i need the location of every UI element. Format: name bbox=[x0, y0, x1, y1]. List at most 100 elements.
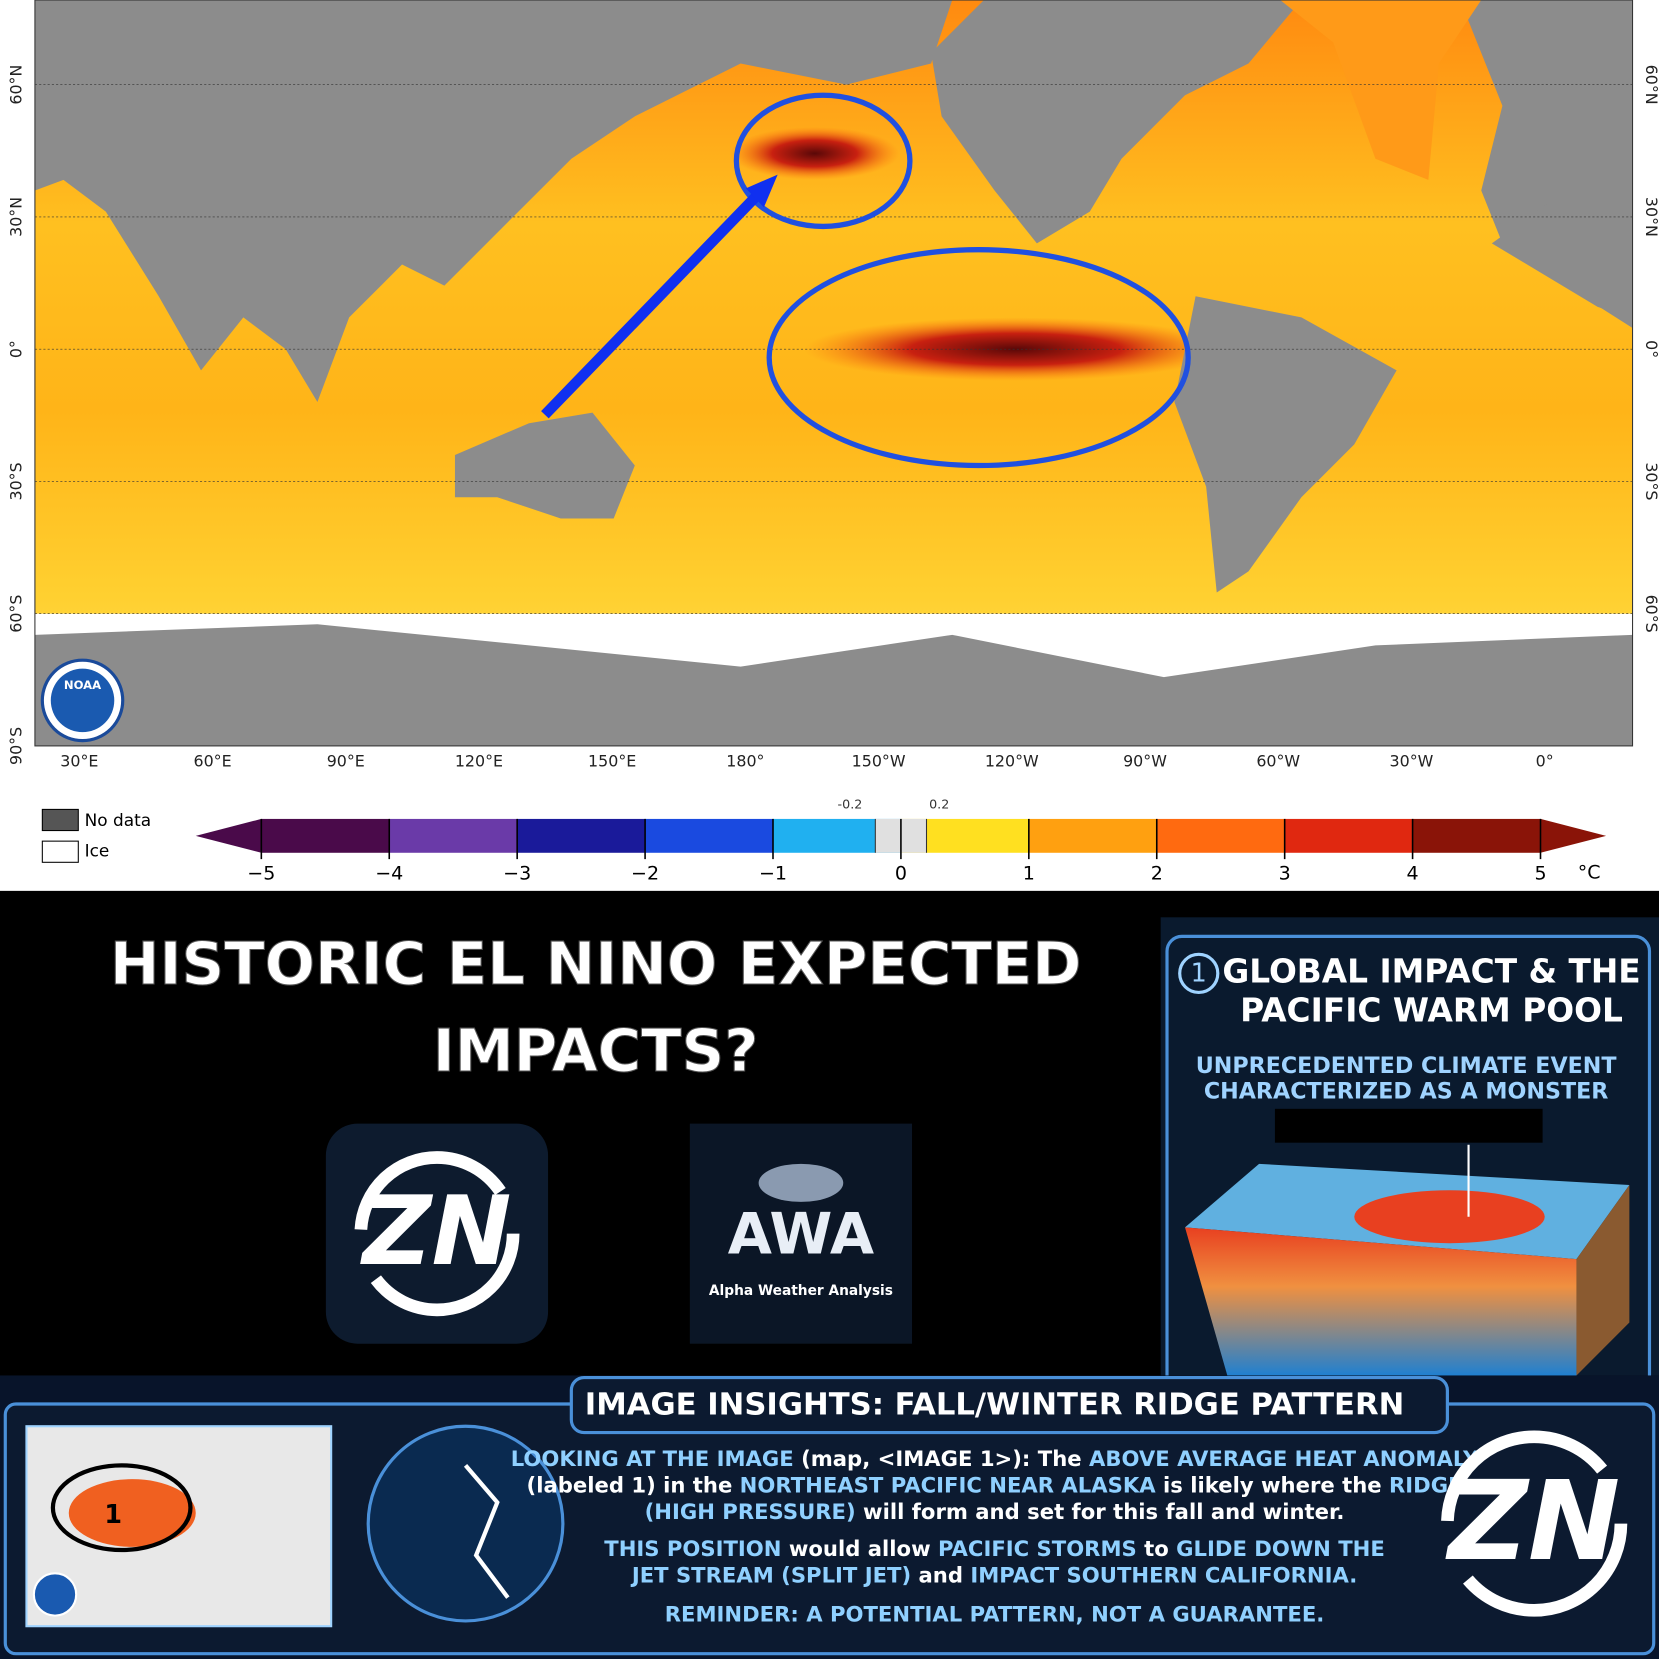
headline: IMPACTS? bbox=[433, 1016, 759, 1085]
colorbar-extend bbox=[195, 818, 262, 853]
lon-label: 180° bbox=[726, 751, 764, 770]
panel-subtitle: CHARACTERIZED AS A MONSTER bbox=[1204, 1078, 1609, 1104]
colorbar-tick-label: 2 bbox=[1151, 862, 1163, 884]
insight-segment: (HIGH PRESSURE) bbox=[645, 1499, 856, 1524]
redaction bbox=[1274, 1108, 1543, 1143]
lat-label: 30°N bbox=[1642, 197, 1659, 237]
lon-label: 120°E bbox=[455, 751, 503, 770]
colorbar-extend bbox=[1540, 818, 1607, 853]
legend-label: Ice bbox=[85, 841, 110, 861]
logo-cloud bbox=[758, 1163, 844, 1202]
logo-caption: Alpha Weather Analysis bbox=[709, 1283, 893, 1299]
insight-line: REMINDER: A POTENTIAL PATTERN, NOT A GUA… bbox=[665, 1602, 1325, 1627]
inset-logo bbox=[32, 1572, 78, 1617]
colorbar-tick-label: 4 bbox=[1407, 862, 1419, 884]
legend-label: No data bbox=[85, 810, 151, 830]
panel-number: 1 bbox=[1191, 957, 1207, 987]
lon-label: 60°E bbox=[193, 751, 231, 770]
panel-title: GLOBAL IMPACT & THE bbox=[1222, 952, 1640, 990]
insight-segment: REMINDER: A POTENTIAL PATTERN, NOT A GUA… bbox=[665, 1602, 1325, 1627]
insight-line: JET STREAM (SPLIT JET) and IMPACT SOUTHE… bbox=[630, 1562, 1357, 1587]
colorbar-band bbox=[645, 818, 774, 853]
colorbar-band bbox=[1156, 818, 1286, 853]
ocean-illustration bbox=[1185, 1144, 1630, 1376]
insight-segment: <IMAGE 1> bbox=[878, 1446, 1013, 1471]
insight-segment: IMPACT SOUTHERN CALIFORNIA. bbox=[970, 1562, 1357, 1587]
insights-text: LOOKING AT THE IMAGE (map, <IMAGE 1>): T… bbox=[511, 1446, 1479, 1627]
radar-globe bbox=[366, 1424, 565, 1623]
agency-logo: NOAA bbox=[64, 678, 101, 692]
colorbar-band bbox=[1412, 818, 1542, 853]
lat-label: 30°S bbox=[6, 462, 25, 500]
insight-segment: will form and set for this fall and wint… bbox=[856, 1499, 1345, 1524]
map-axes: 60°N 60°N 30°N 30°N 0° 0° 30°S 30°S 60°S 60°S 90°S… bbox=[6, 65, 1659, 771]
insight-segment: NORTHEAST PACIFIC NEAR ALASKA bbox=[740, 1473, 1157, 1498]
insight-segment: PACIFIC STORMS bbox=[938, 1536, 1137, 1561]
insight-segment: to bbox=[1137, 1536, 1176, 1561]
insight-line: (HIGH PRESSURE) will form and set for th… bbox=[645, 1499, 1345, 1524]
lat-label: 30°S bbox=[1642, 462, 1659, 500]
lat-label: 30°N bbox=[6, 197, 25, 237]
number-badge bbox=[1178, 952, 1220, 995]
ice-swatch bbox=[41, 840, 79, 863]
insight-line: THIS POSITION would allow PACIFIC STORMS… bbox=[604, 1536, 1385, 1561]
panel-subtitle: UNPRECEDENTED CLIMATE EVENT bbox=[1196, 1053, 1618, 1079]
insight-segment: and bbox=[911, 1562, 970, 1587]
colorbar-band bbox=[1284, 818, 1414, 853]
colorbar-tick-label: −1 bbox=[759, 862, 787, 884]
logo-text: AWA bbox=[728, 1202, 874, 1268]
insight-segment: (map, bbox=[794, 1446, 878, 1471]
colorbar-minor-label: 0.2 bbox=[929, 797, 949, 812]
insight-segment: LOOKING AT THE IMAGE bbox=[511, 1446, 794, 1471]
insight-segment: (labeled 1) in the bbox=[527, 1473, 740, 1498]
lon-label: 30°W bbox=[1390, 751, 1434, 770]
lon-label: 0° bbox=[1536, 751, 1554, 770]
lon-label: 90°E bbox=[327, 751, 365, 770]
lon-label: 150°E bbox=[588, 751, 636, 770]
lon-label: 30°E bbox=[60, 751, 98, 770]
colorbar-band bbox=[389, 818, 518, 853]
colorbar-tick-label: 5 bbox=[1534, 862, 1546, 884]
inset-label: 1 bbox=[104, 1499, 122, 1529]
insight-segment: ): The bbox=[1012, 1446, 1089, 1471]
insight-segment: is likely where the bbox=[1156, 1473, 1389, 1498]
logo-ring bbox=[354, 1151, 520, 1317]
awa-logo bbox=[689, 1123, 913, 1344]
lat-label: 60°S bbox=[1642, 595, 1659, 633]
logo-text: ZN bbox=[1445, 1457, 1620, 1585]
insight-line: (labeled 1) in the NORTHEAST PACIFIC NEA… bbox=[527, 1473, 1463, 1498]
lat-label: 0° bbox=[1642, 340, 1659, 358]
colorbar-band bbox=[261, 818, 390, 853]
logo-ring bbox=[1441, 1430, 1628, 1617]
colorbar-tick-label: 1 bbox=[1023, 862, 1035, 884]
lat-label: 60°N bbox=[1642, 65, 1659, 105]
insight-segment: ABOVE AVERAGE HEAT ANOMALY bbox=[1089, 1446, 1479, 1471]
no-data-swatch bbox=[41, 808, 79, 832]
colorbar-band bbox=[517, 818, 646, 853]
colorbar-unit: °C bbox=[1578, 861, 1601, 883]
lon-label: 60°W bbox=[1256, 751, 1300, 770]
lat-label: 60°N bbox=[6, 65, 25, 105]
lon-label: 90°W bbox=[1123, 751, 1167, 770]
sst-map bbox=[34, 0, 1634, 747]
insight-segment: would allow bbox=[781, 1536, 938, 1561]
colorbar-tick-label: −3 bbox=[503, 862, 531, 884]
panel-title: PACIFIC WARM POOL bbox=[1240, 992, 1623, 1030]
lon-label: 150°W bbox=[852, 751, 906, 770]
insights-title-box bbox=[569, 1375, 1449, 1435]
inset-anomaly bbox=[68, 1479, 196, 1547]
insight-segment: JET STREAM (SPLIT JET) bbox=[630, 1562, 911, 1587]
colorbar-tick-label: 0 bbox=[895, 862, 907, 884]
insight-segment: GLIDE DOWN THE bbox=[1176, 1536, 1385, 1561]
colorbar: −5 −4 −3 −2 −1 0 1 2 3 4 5 -0.2 0.2 °C bbox=[195, 797, 1607, 884]
colorbar-tick-label: −2 bbox=[631, 862, 659, 884]
lat-label: 60°S bbox=[6, 595, 25, 633]
colorbar-tick-label: −4 bbox=[375, 862, 403, 884]
insights-title: IMAGE INSIGHTS: FALL/WINTER RIDGE PATTER… bbox=[585, 1388, 1405, 1423]
insight-line: LOOKING AT THE IMAGE (map, <IMAGE 1>): T… bbox=[511, 1446, 1479, 1471]
inset-circle bbox=[50, 1463, 193, 1553]
lon-label: 120°W bbox=[985, 751, 1039, 770]
colorbar-minor-label: -0.2 bbox=[838, 797, 863, 812]
headline: HISTORIC EL NINO EXPECTED bbox=[110, 929, 1082, 998]
